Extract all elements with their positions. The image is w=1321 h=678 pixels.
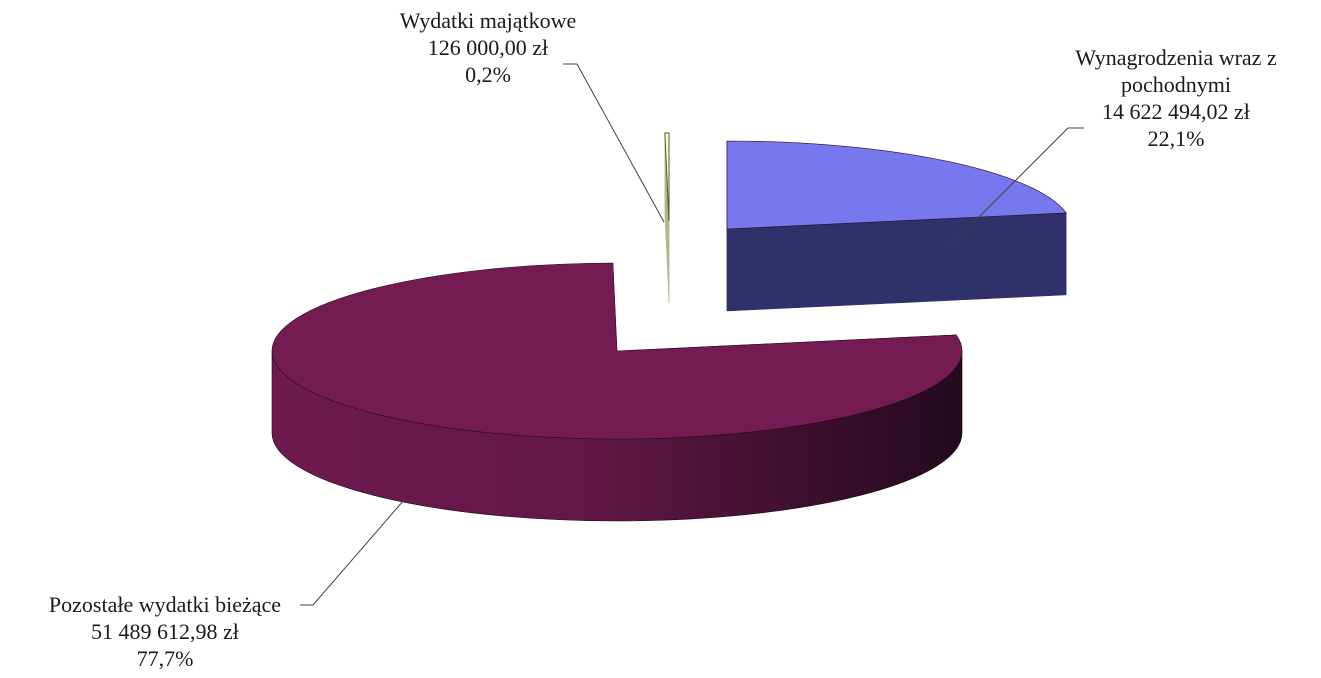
slice-label-value: 126 000,00 zł [428, 35, 548, 60]
slice-label-percent: 22,1% [1148, 126, 1205, 151]
slice-label-name: Wydatki majątkowe [400, 8, 576, 33]
leader-line [947, 127, 1084, 249]
pie-slices [271, 132, 1067, 522]
slice-label: Wynagrodzenia wraz z pochodnymi 14 622 494… [1075, 45, 1277, 151]
slice-labels: Wynagrodzenia wraz z pochodnymi 14 622 494… [49, 8, 1277, 671]
slice-label-name: Pozostałe wydatki bieżące [49, 592, 281, 617]
leader-line [300, 499, 405, 606]
slice-label-name: pochodnymi [1121, 72, 1231, 97]
slice-label-name: Wynagrodzenia wraz z [1075, 45, 1277, 70]
slice-label-percent: 0,2% [465, 62, 511, 87]
leader-lines [300, 63, 1084, 606]
pie-slice [664, 132, 670, 304]
pie-slice-top [726, 140, 1067, 230]
pie-slice [271, 262, 963, 522]
pie-slice-face [726, 212, 1067, 312]
slice-label-value: 14 622 494,02 zł [1102, 99, 1250, 124]
slice-label: Wydatki majątkowe 126 000,00 zł 0,2% [400, 8, 576, 87]
slice-label-percent: 77,7% [137, 646, 194, 671]
slice-label: Pozostałe wydatki bieżące 51 489 612,98 z… [49, 592, 281, 671]
pie-slice-top [664, 132, 670, 222]
pie-slice [726, 140, 1067, 312]
leader-line [563, 63, 665, 223]
slice-label-value: 51 489 612,98 zł [91, 619, 239, 644]
pie-slice-top [271, 262, 963, 440]
